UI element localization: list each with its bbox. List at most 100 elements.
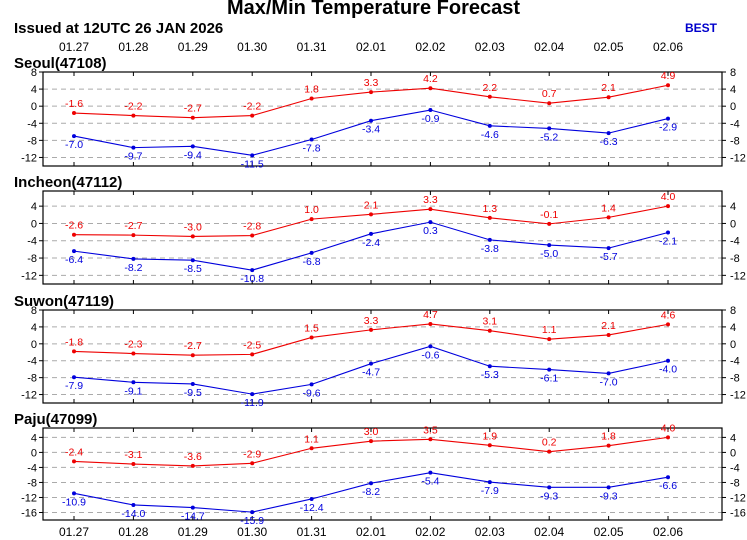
max-temp-point bbox=[131, 233, 136, 238]
max-temp-label: 1.8 bbox=[304, 83, 319, 95]
y-tick-label-right: -8 bbox=[730, 373, 740, 385]
min-temp-point bbox=[72, 375, 76, 380]
min-temp-point bbox=[309, 382, 314, 387]
min-temp-label: -6.8 bbox=[303, 256, 321, 268]
max-temp-label: -2.3 bbox=[124, 339, 142, 351]
max-temp-label: 4.9 bbox=[661, 70, 676, 82]
max-temp-point bbox=[487, 328, 492, 333]
min-temp-point bbox=[487, 480, 492, 485]
x-tick-label-bottom: 02.06 bbox=[653, 525, 683, 539]
min-temp-label: -5.0 bbox=[540, 248, 558, 260]
max-temp-point bbox=[428, 437, 433, 442]
x-tick-label-bottom: 01.28 bbox=[118, 525, 148, 539]
min-temp-point bbox=[428, 344, 433, 349]
x-tick-label-bottom: 02.01 bbox=[356, 525, 386, 539]
x-tick-label-bottom: 01.29 bbox=[178, 525, 208, 539]
min-temp-label: -2.1 bbox=[659, 236, 677, 248]
min-temp-point bbox=[369, 361, 373, 366]
min-temp-label: -12.4 bbox=[300, 502, 324, 514]
x-tick-label-top: 02.05 bbox=[594, 40, 624, 54]
min-temp-label: -9.6 bbox=[303, 387, 321, 399]
max-temp-label: 4.2 bbox=[423, 73, 438, 85]
y-tick-label-left: 4 bbox=[31, 201, 37, 213]
max-temp-label: 1.4 bbox=[601, 202, 616, 214]
max-temp-point bbox=[606, 332, 611, 337]
y-tick-label-right: 4 bbox=[730, 432, 736, 444]
min-temp-label: -8.2 bbox=[124, 262, 142, 274]
min-temp-point bbox=[369, 481, 373, 486]
max-temp-point bbox=[309, 446, 314, 451]
max-temp-point bbox=[309, 96, 314, 101]
min-temp-label: -9.3 bbox=[600, 490, 618, 502]
max-temp-point bbox=[606, 95, 611, 100]
min-temp-point bbox=[666, 358, 670, 363]
min-temp-point bbox=[487, 123, 492, 128]
min-temp-label: -8.5 bbox=[184, 263, 202, 275]
min-temp-point bbox=[606, 131, 611, 136]
max-temp-label: 1.9 bbox=[482, 430, 497, 442]
min-temp-point bbox=[190, 381, 195, 386]
max-temp-label: 3.3 bbox=[364, 77, 379, 89]
max-temp-label: -2.8 bbox=[243, 221, 261, 233]
min-temp-label: -6.6 bbox=[659, 480, 677, 492]
min-temp-label: -5.4 bbox=[421, 476, 439, 488]
max-temp-point bbox=[190, 115, 195, 120]
y-tick-label-left: -8 bbox=[27, 373, 37, 385]
min-temp-label: -2.9 bbox=[659, 122, 677, 134]
panel-frame bbox=[42, 71, 723, 167]
x-tick-label-top: 01.31 bbox=[297, 40, 327, 54]
min-temp-label: -0.9 bbox=[421, 113, 439, 125]
y-tick-label-left: -16 bbox=[21, 507, 37, 519]
x-tick-label-top: 02.02 bbox=[415, 40, 445, 54]
y-tick-label-right: 4 bbox=[730, 322, 736, 334]
max-temp-label: -2.7 bbox=[184, 103, 202, 115]
x-tick-label-bottom: 01.27 bbox=[59, 525, 89, 539]
max-temp-label: 4.7 bbox=[423, 309, 438, 321]
min-temp-label: -2.4 bbox=[362, 237, 380, 249]
y-tick-label-right: -12 bbox=[730, 152, 746, 164]
y-tick-label-right: -8 bbox=[730, 135, 740, 147]
max-temp-label: -2.4 bbox=[65, 446, 83, 458]
y-tick-label-left: 0 bbox=[31, 101, 37, 113]
x-tick-label-bottom: 02.05 bbox=[594, 525, 624, 539]
max-temp-label: -2.2 bbox=[243, 101, 261, 113]
y-tick-label-left: 4 bbox=[31, 84, 37, 96]
max-temp-point bbox=[369, 327, 373, 332]
y-tick-label-left: -12 bbox=[21, 270, 37, 282]
y-tick-label-right: -4 bbox=[730, 236, 740, 248]
min-temp-label: -8.2 bbox=[362, 486, 380, 498]
y-tick-label-left: -4 bbox=[27, 356, 37, 368]
min-temp-label: -7.0 bbox=[600, 376, 618, 388]
y-tick-label-right: -8 bbox=[730, 253, 740, 265]
min-temp-point bbox=[547, 126, 552, 131]
model-label: BEST bbox=[685, 21, 718, 35]
y-tick-label-left: -12 bbox=[21, 390, 37, 402]
min-temp-label: -3.8 bbox=[481, 243, 499, 255]
y-tick-label-left: -4 bbox=[27, 236, 37, 248]
max-temp-point bbox=[131, 113, 136, 118]
max-temp-label: -1.6 bbox=[65, 98, 83, 110]
max-temp-point bbox=[250, 461, 255, 466]
y-tick-label-left: 8 bbox=[31, 67, 37, 79]
min-temp-point bbox=[428, 220, 433, 225]
max-temp-point bbox=[666, 435, 670, 440]
max-temp-label: 2.1 bbox=[601, 82, 616, 94]
min-temp-label: -9.4 bbox=[184, 149, 202, 161]
max-temp-label: 4.0 bbox=[661, 422, 676, 434]
max-temp-point bbox=[369, 90, 373, 95]
max-temp-point bbox=[250, 233, 255, 238]
max-temp-point bbox=[428, 321, 433, 326]
panel-frame bbox=[42, 309, 723, 404]
min-temp-point bbox=[606, 246, 611, 251]
min-temp-label: 0.3 bbox=[423, 225, 438, 237]
max-temp-point bbox=[428, 86, 433, 91]
max-temp-point bbox=[487, 94, 492, 99]
max-temp-point bbox=[487, 215, 492, 220]
min-temp-label: -11.5 bbox=[241, 158, 264, 170]
max-temp-point bbox=[487, 443, 492, 448]
y-tick-label-left: -4 bbox=[27, 462, 37, 474]
x-tick-label-bottom: 01.31 bbox=[297, 525, 327, 539]
min-temp-point bbox=[250, 510, 255, 515]
min-temp-label: -10.9 bbox=[62, 496, 86, 508]
min-temp-point bbox=[250, 153, 255, 158]
